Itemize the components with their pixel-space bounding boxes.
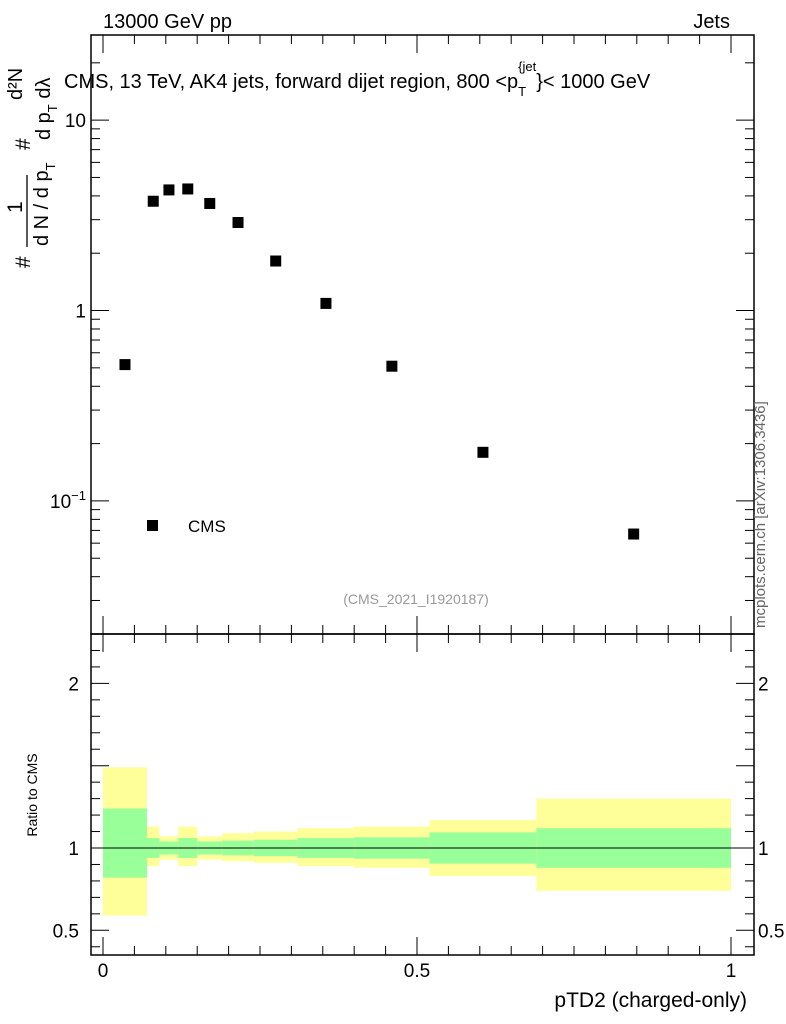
top-panel-ticks [91,35,754,635]
data-point [182,183,194,195]
ratio-y-tick-label-right: 1 [758,839,769,860]
svg-text:d N / d pT: d N / d pT [31,162,58,246]
ratio-y-tick-label: 1 [68,839,79,860]
ratio-y-tick-label-right: 2 [758,674,769,695]
legend-marker [147,520,158,531]
ratio-panel-frame [90,633,755,956]
watermark: mcplots.cern.ch [arXiv:1306.3436] [752,401,769,628]
ratio-y-tick-label: 0.5 [53,921,79,942]
ratio-panel-ticks [91,634,754,955]
legend-label: CMS [188,517,226,536]
plot-title: CMS, 13 TeV, AK4 jets, forward dijet reg… [64,59,651,99]
ratio-y-axis-label: Ratio to CMS [24,753,40,836]
data-point [628,528,640,540]
svg-text:d²N: d²N [5,68,27,100]
data-point [386,360,398,372]
svg-text:d pT dλ: d pT dλ [33,78,60,140]
analysis-id: (CMS_2021_I1920187) [343,591,489,607]
x-axis-label: pTD2 (charged-only) [554,989,747,1012]
data-point [320,297,332,309]
data-point [204,197,216,209]
top-panel-tick-labels: 10 1 10−1 [50,111,86,513]
ratio-y-tick-label-right: 0.5 [758,921,784,942]
x-tick-label: 1 [726,961,737,982]
top-panel: 10 1 10−1 CMS, 13 TeV, AK4 jets, forward d… [4,34,755,635]
data-points [119,183,640,540]
top-y-tick-label: 10−1 [50,488,86,513]
x-tick-label: 0 [98,961,109,982]
data-point [119,359,131,371]
header-right: Jets [693,11,730,33]
header-left: 13000 GeV pp [103,11,232,33]
ratio-panel-tick-labels: 0.5 0.5 1 1 2 2 0 0.5 1 [53,674,785,982]
top-y-tick-label: 10 [65,111,86,132]
top-panel-frame [90,34,755,635]
data-point [477,446,489,458]
svg-text:#: # [12,138,35,150]
svg-text:#: # [12,256,35,268]
ratio-bands [103,767,731,916]
ratio-panel: 0.5 0.5 1 1 2 2 0 0.5 1 Ratio to CMS pTD2 (charg… [24,633,785,1012]
ratio-inner-band [103,808,147,878]
data-point [232,216,244,228]
svg-text:1: 1 [4,201,27,213]
top-y-tick-label: 1 [75,302,86,323]
top-y-axis-label: # 1 d N / d pT # d pT dλ d²N [4,68,60,268]
ratio-y-tick-label: 2 [68,674,79,695]
x-tick-label: 0.5 [404,961,430,982]
data-point [270,255,282,267]
data-point [147,195,159,207]
data-point [163,184,175,196]
